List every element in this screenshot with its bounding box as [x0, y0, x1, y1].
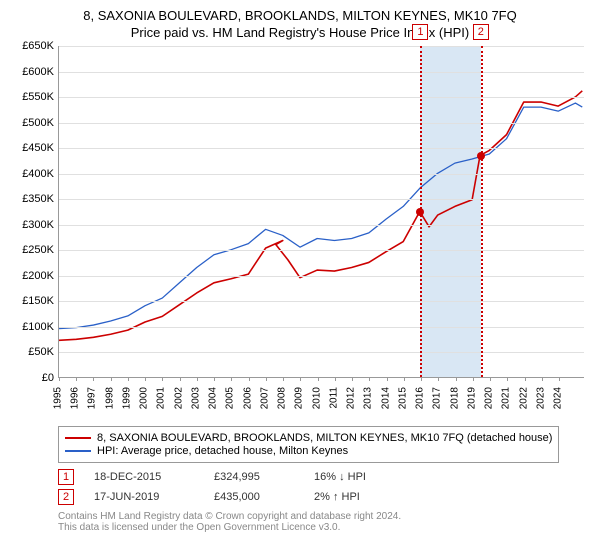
- legend-label: HPI: Average price, detached house, Milt…: [97, 445, 348, 457]
- chart-container: 8, SAXONIA BOULEVARD, BROOKLANDS, MILTON…: [0, 0, 600, 560]
- sale-marker-number: 2: [473, 24, 489, 40]
- sale-number-box: 1: [58, 469, 74, 485]
- x-tick-label: 1996: [70, 387, 81, 409]
- x-tick-label: 2018: [449, 387, 460, 409]
- x-tick-label: 2012: [346, 387, 357, 409]
- x-tick-label: 2000: [139, 387, 150, 409]
- x-tick-label: 2006: [242, 387, 253, 409]
- x-tick-label: 1995: [53, 387, 64, 409]
- chart-title-address: 8, SAXONIA BOULEVARD, BROOKLANDS, MILTON…: [10, 8, 590, 23]
- chart-title-sub: Price paid vs. HM Land Registry's House …: [10, 25, 590, 40]
- sale-marker-number: 1: [412, 24, 428, 40]
- y-axis: £0 £50K £100K £150K £200K £250K £300K £350K £400…: [10, 46, 58, 396]
- y-tick-label: £350K: [22, 193, 54, 205]
- x-tick-label: 2004: [208, 387, 219, 409]
- x-axis: 1995199619971998199920002001200220032004…: [58, 378, 584, 396]
- sale-date: 17-JUN-2019: [94, 491, 194, 503]
- sale-row: 1 18-DEC-2015 £324,995 16% ↓ HPI: [58, 469, 590, 485]
- footer-attribution: Contains HM Land Registry data © Crown c…: [58, 511, 590, 533]
- legend-label: 8, SAXONIA BOULEVARD, BROOKLANDS, MILTON…: [97, 432, 552, 444]
- footer-line-1: Contains HM Land Registry data © Crown c…: [58, 511, 590, 522]
- x-tick-label: 2023: [535, 387, 546, 409]
- x-tick-label: 2017: [432, 387, 443, 409]
- y-tick-label: £150K: [22, 295, 54, 307]
- legend-swatch: [65, 437, 91, 439]
- chart-plot-area: £0 £50K £100K £150K £200K £250K £300K £350K £400…: [10, 46, 590, 396]
- y-tick-label: £0: [42, 372, 54, 384]
- sale-price: £324,995: [214, 471, 294, 483]
- sale-delta: 2% ↑ HPI: [314, 491, 404, 503]
- x-tick-label: 2005: [225, 387, 236, 409]
- y-tick-label: £200K: [22, 270, 54, 282]
- x-tick-label: 2008: [277, 387, 288, 409]
- x-tick-label: 2016: [415, 387, 426, 409]
- legend-row: 8, SAXONIA BOULEVARD, BROOKLANDS, MILTON…: [65, 432, 552, 444]
- series-property: [59, 91, 582, 341]
- sale-date: 18-DEC-2015: [94, 471, 194, 483]
- x-tick-label: 2020: [484, 387, 495, 409]
- x-tick-label: 2001: [156, 387, 167, 409]
- y-tick-label: £300K: [22, 219, 54, 231]
- y-tick-label: £250K: [22, 244, 54, 256]
- y-tick-label: £450K: [22, 142, 54, 154]
- x-tick-label: 2002: [173, 387, 184, 409]
- sale-marker-line: [481, 46, 483, 377]
- legend: 8, SAXONIA BOULEVARD, BROOKLANDS, MILTON…: [58, 426, 559, 463]
- y-tick-label: £400K: [22, 168, 54, 180]
- x-tick-label: 2024: [553, 387, 564, 409]
- legend-row: HPI: Average price, detached house, Milt…: [65, 445, 552, 457]
- footer-line-2: This data is licensed under the Open Gov…: [58, 522, 590, 533]
- x-tick-label: 2007: [259, 387, 270, 409]
- y-tick-label: £550K: [22, 91, 54, 103]
- x-tick-label: 2003: [190, 387, 201, 409]
- y-tick-label: £100K: [22, 321, 54, 333]
- sale-point-marker: [477, 152, 485, 160]
- x-tick-label: 2009: [294, 387, 305, 409]
- sale-delta: 16% ↓ HPI: [314, 471, 404, 483]
- legend-swatch: [65, 450, 91, 452]
- x-tick-label: 2019: [466, 387, 477, 409]
- y-tick-label: £50K: [28, 346, 54, 358]
- x-tick-label: 1998: [104, 387, 115, 409]
- sales-table: 1 18-DEC-2015 £324,995 16% ↓ HPI 2 17-JUN-201…: [58, 469, 590, 505]
- x-tick-label: 2010: [311, 387, 322, 409]
- y-tick-label: £650K: [22, 40, 54, 52]
- sale-point-marker: [416, 208, 424, 216]
- x-tick-label: 2011: [328, 387, 339, 409]
- sale-number-box: 2: [58, 489, 74, 505]
- x-tick-label: 1999: [121, 387, 132, 409]
- x-tick-label: 2014: [380, 387, 391, 409]
- x-tick-label: 2015: [397, 387, 408, 409]
- sale-row: 2 17-JUN-2019 £435,000 2% ↑ HPI: [58, 489, 590, 505]
- y-tick-label: £600K: [22, 66, 54, 78]
- y-tick-label: £500K: [22, 117, 54, 129]
- sale-price: £435,000: [214, 491, 294, 503]
- x-tick-label: 1997: [87, 387, 98, 409]
- x-tick-label: 2021: [501, 387, 512, 409]
- plot: 12: [58, 46, 584, 378]
- x-tick-label: 2013: [363, 387, 374, 409]
- x-tick-label: 2022: [518, 387, 529, 409]
